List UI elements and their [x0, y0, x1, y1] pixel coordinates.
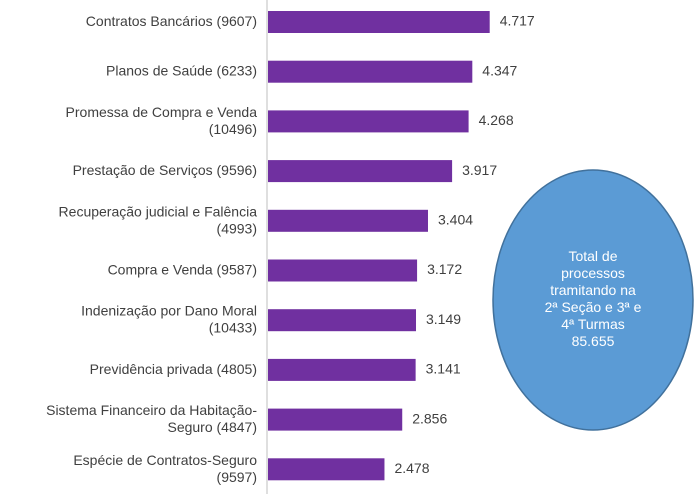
value-label: 3.917 — [462, 162, 497, 178]
bar — [268, 209, 428, 232]
category-line: (4993) — [217, 220, 257, 236]
value-label: 3.404 — [438, 212, 473, 228]
bar — [268, 458, 385, 481]
category-line: Promessa de Compra e Venda — [66, 104, 258, 120]
value-label: 4.347 — [482, 62, 517, 78]
bar — [268, 408, 403, 431]
value-label: 2.856 — [412, 410, 447, 426]
category-line: Indenização por Dano Moral — [81, 302, 257, 318]
category-label: Prestação de Serviços (9596) — [73, 162, 257, 178]
category-label: Contratos Bancários (9607) — [86, 13, 257, 29]
category-label: Recuperação judicial e Falência (4993) — [59, 203, 258, 236]
value-label: 3.149 — [426, 311, 461, 327]
category-line: Prestação de Serviços (9596) — [73, 162, 257, 178]
bar — [268, 60, 473, 83]
total-bubble — [492, 169, 694, 431]
category-label: Promessa de Compra e Venda (10496) — [66, 104, 258, 137]
category-line: (10433) — [209, 319, 257, 335]
bar — [268, 259, 418, 282]
category-line: Sistema Financeiro da Habitação- — [46, 402, 257, 418]
category-label: Indenização por Dano Moral (10433) — [81, 302, 257, 335]
bar — [268, 110, 469, 133]
category-label: Planos de Saúde (6233) — [106, 62, 257, 78]
category-label: Sistema Financeiro da Habitação-Seguro (… — [46, 402, 257, 435]
bar — [268, 358, 416, 381]
category-line: Contratos Bancários (9607) — [86, 13, 257, 29]
category-line: (9597) — [217, 469, 257, 485]
annotation-text: processos — [561, 265, 625, 281]
category-line: Espécie de Contratos-Seguro — [73, 452, 257, 468]
category-line: Planos de Saúde (6233) — [106, 62, 257, 78]
annotation-text: 85.655 — [572, 333, 615, 349]
category-line: Seguro (4847) — [167, 419, 257, 435]
category-line: Compra e Venda (9587) — [108, 261, 257, 277]
bar — [268, 160, 453, 183]
bar — [268, 309, 417, 332]
value-label: 3.141 — [426, 361, 461, 377]
category-label: Previdência privada (4805) — [90, 361, 257, 377]
annotation-text: 2ª Seção e 3ª e — [545, 299, 642, 315]
category-label: Compra e Venda (9587) — [108, 261, 257, 277]
annotation-text: 4ª Turmas — [561, 316, 625, 332]
annotation-text: tramitando na — [550, 282, 636, 298]
category-label: Espécie de Contratos-Seguro (9597) — [73, 452, 257, 485]
category-line: Recuperação judicial e Falência — [59, 203, 258, 219]
bar — [268, 11, 490, 33]
value-label: 4.268 — [479, 112, 514, 128]
value-label: 3.172 — [427, 261, 462, 277]
value-label: 4.717 — [500, 13, 535, 29]
value-label: 2.478 — [394, 460, 429, 476]
category-line: Previdência privada (4805) — [90, 361, 257, 377]
category-line: (10496) — [209, 121, 257, 137]
annotation-text: Total de — [568, 248, 617, 264]
